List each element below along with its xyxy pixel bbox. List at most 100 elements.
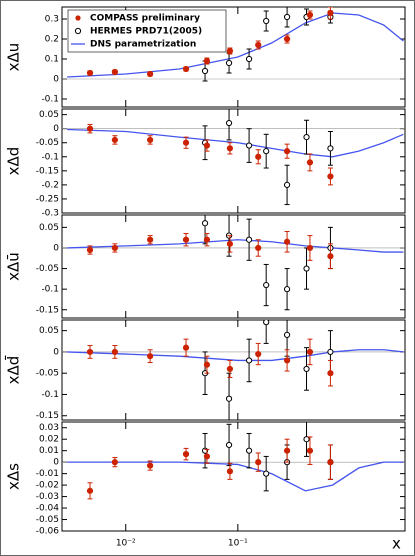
- x-axis-label: x: [392, 535, 401, 553]
- panel: xΔd -0.3 -0.25 -0.2 -0.15 -0.1 -0.05 0 0.05: [5, 108, 406, 219]
- y-tick-label: -0.1: [41, 390, 59, 400]
- y-tick-label: 0.02: [39, 435, 59, 445]
- hermes-point: [283, 181, 291, 188]
- hermes-point: [263, 470, 270, 477]
- panel: xΔu -0.1 0 0.1 0.2 0.3 COMPASS preliminary HERM…: [5, 6, 406, 108]
- y-tick-label: 0: [53, 347, 59, 357]
- compass-point: [182, 139, 190, 146]
- compass-point: [283, 238, 291, 245]
- hermes-point: [303, 436, 310, 443]
- y-tick-label: -0.3: [41, 209, 59, 219]
- compass-point: [327, 173, 334, 180]
- y-tick-label: -0.15: [36, 166, 59, 176]
- panel-frame: [61, 214, 406, 319]
- panel-frame: [61, 319, 406, 421]
- compass-point: [147, 70, 154, 78]
- hermes-point: [263, 281, 270, 289]
- y-tick-label: -0.05: [36, 138, 59, 148]
- y-tick-label: -0.15: [36, 305, 59, 315]
- compass-point: [255, 244, 262, 252]
- compass-point: [203, 453, 211, 460]
- compass-point: [327, 370, 334, 377]
- y-tick-label: -0.06: [36, 527, 60, 537]
- compass-point: [203, 142, 211, 149]
- compass-point: [306, 11, 314, 19]
- hermes-point: [303, 265, 310, 272]
- compass-point: [255, 41, 262, 49]
- plot-area: [62, 7, 405, 82]
- hermes-point: [303, 134, 310, 141]
- hermes-point: [225, 119, 233, 127]
- y-tick-label: 0: [53, 458, 59, 468]
- dns-curve: [67, 461, 404, 492]
- y-axis-label: xΔū: [5, 252, 23, 281]
- y-tick-label: 0: [53, 75, 59, 85]
- hermes-point: [245, 142, 253, 149]
- y-tick-label: -0.01: [36, 469, 59, 479]
- hermes-point: [245, 236, 253, 243]
- y-tick-label: -0.05: [36, 264, 59, 274]
- y-tick-label: 0.05: [39, 110, 59, 120]
- compass-point: [255, 350, 262, 358]
- hermes-point: [327, 348, 334, 356]
- y-tick-label: 0.3: [45, 15, 59, 25]
- compass-point: [203, 361, 211, 368]
- legend-symbol: [75, 15, 81, 21]
- compass-point: [111, 459, 118, 466]
- compass-point: [86, 125, 94, 132]
- legend-symbol: [74, 27, 82, 35]
- x-tick-label: 10⁻²: [116, 539, 136, 549]
- compass-point: [147, 136, 154, 144]
- y-tick-label: 0: [53, 243, 59, 253]
- hermes-point: [283, 331, 291, 338]
- compass-point: [203, 57, 211, 65]
- hermes-point: [245, 357, 253, 364]
- compass-point: [86, 246, 94, 254]
- compass-point: [203, 236, 211, 243]
- compass-point: [327, 253, 334, 260]
- hermes-point: [283, 13, 291, 21]
- hermes-point: [225, 395, 233, 402]
- y-tick-label: -0.15: [36, 411, 59, 421]
- hermes-point: [283, 286, 291, 293]
- compass-point: [86, 69, 94, 77]
- compass-point: [306, 447, 314, 454]
- panel-frame: [61, 108, 406, 214]
- y-tick-label: -0.1: [41, 152, 59, 162]
- compass-point: [327, 459, 334, 466]
- hermes-point: [245, 55, 253, 63]
- plot-area: [62, 215, 405, 311]
- compass-point: [226, 468, 234, 475]
- plot-area: [62, 422, 405, 500]
- compass-point: [86, 348, 94, 356]
- y-axis-label: xΔd̄: [4, 355, 23, 384]
- compass-point: [306, 348, 314, 356]
- y-tick-label: -0.2: [41, 180, 59, 190]
- hermes-point: [263, 148, 270, 155]
- compass-point: [226, 365, 234, 373]
- panel: xΔd̄ -0.15 -0.1 -0.05 0 0.05: [4, 319, 406, 421]
- compass-point: [182, 65, 190, 73]
- plot-area: [62, 109, 405, 206]
- plot-area: [62, 320, 405, 420]
- y-tick-label: 0: [53, 124, 59, 134]
- compass-point: [147, 353, 154, 360]
- hermes-point: [303, 365, 310, 373]
- compass-point: [226, 47, 234, 55]
- compass-point: [283, 357, 291, 364]
- compass-point: [111, 136, 118, 144]
- compass-point: [226, 240, 234, 247]
- compass-point: [182, 451, 190, 458]
- panel-frame: [61, 421, 406, 532]
- y-tick-label: 0.01: [39, 446, 59, 456]
- compass-point: [147, 236, 154, 243]
- y-tick-label: -0.1: [41, 95, 59, 105]
- compass-point: [327, 9, 334, 17]
- compass-point: [226, 145, 234, 152]
- legend-label: DNS parametrization: [90, 40, 196, 50]
- compass-point: [283, 148, 291, 155]
- y-tick-label: 0.05: [39, 223, 59, 233]
- compass-point: [255, 153, 262, 160]
- y-tick-label: 0.05: [39, 326, 59, 336]
